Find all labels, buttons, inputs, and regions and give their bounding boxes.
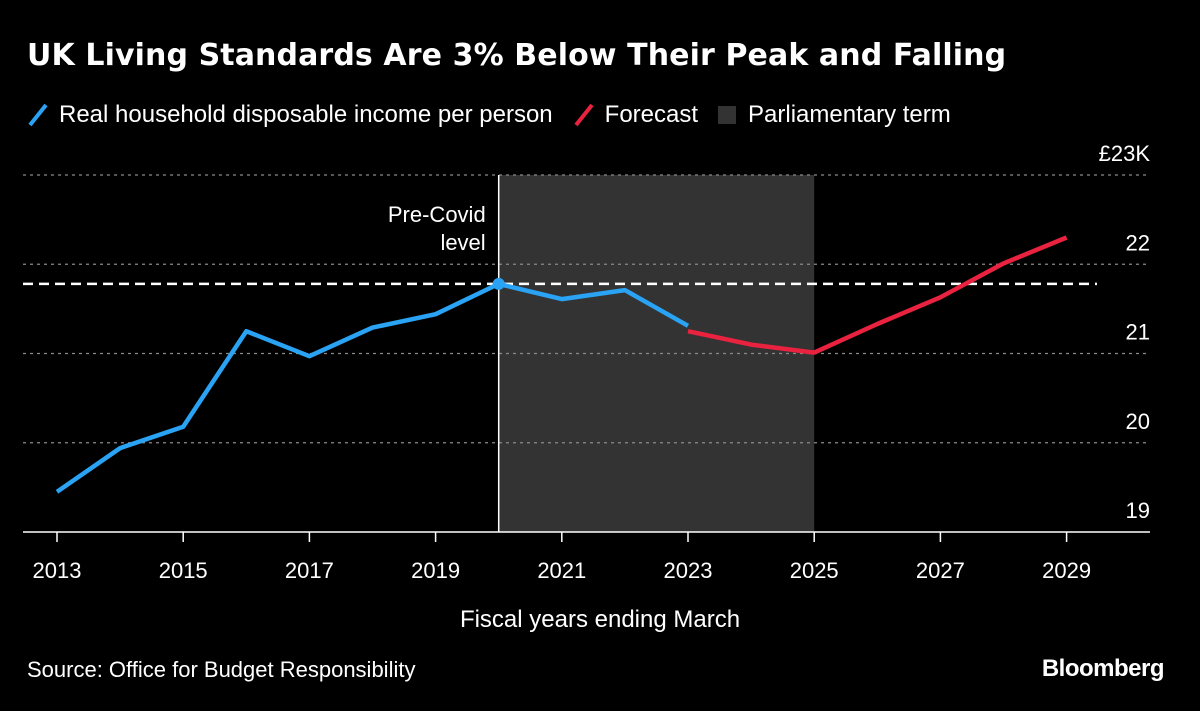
chart-title: UK Living Standards Are 3% Below Their P… [27,38,1007,73]
x-tick-label: 2017 [285,558,334,583]
legend-line-forecast [574,103,594,127]
pre-covid-annotation: Pre-Covid [388,202,486,227]
x-tick-label: 2021 [537,558,586,583]
line-swatch-icon [574,103,594,127]
x-tick-label: 2023 [664,558,713,583]
legend-item-parliamentary-term: Parliamentary term [718,101,951,129]
y-tick-label: 19 [1126,498,1150,523]
y-tick-label: £23K [1099,141,1151,166]
forecast-series-line [687,235,1068,355]
legend-line-income [28,103,48,127]
legend-item-forecast: Forecast [573,101,698,129]
x-tick-label: 2019 [411,558,460,583]
pre-covid-annotation: level [440,230,485,255]
legend-label-income: Real household disposable income per per… [59,101,553,128]
bloomberg-logo: Bloomberg [1041,655,1165,682]
box-swatch-icon [718,106,737,124]
y-tick-label: 22 [1126,230,1150,255]
x-tick-label: 2029 [1042,558,1091,583]
y-tick-label: 20 [1126,409,1150,434]
parliamentary-term-shade [498,175,815,532]
x-tick-label: 2013 [33,558,82,583]
x-axis-title: Fiscal years ending March [459,606,741,633]
line-swatch-icon [28,103,48,127]
x-tick-label: 2027 [916,558,965,583]
x-tick-label: 2025 [790,558,839,583]
legend-label-parliamentary-term: Parliamentary term [748,101,951,128]
y-tick-label: 21 [1126,320,1150,345]
legend-label-forecast: Forecast [604,101,699,128]
legend-item-income: Real household disposable income per per… [27,101,553,129]
source-note: Source: Office for Budget Responsibility [27,657,416,682]
income-series-line [55,281,690,494]
pre-covid-marker [492,277,505,290]
legend: Real household disposable income per per… [27,98,971,132]
x-tick-label: 2015 [159,558,208,583]
